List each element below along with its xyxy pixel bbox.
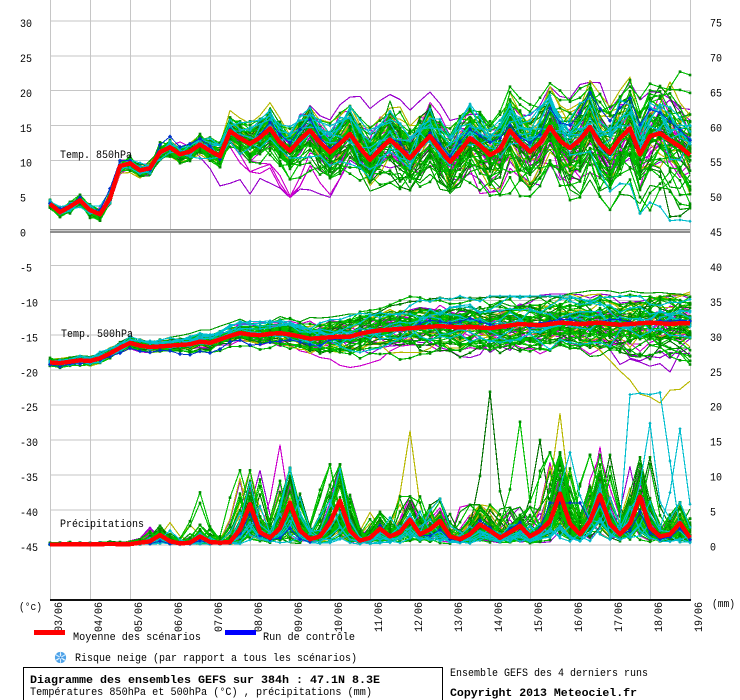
svg-text:Températures 850hPa et 500hPa: Températures 850hPa et 500hPa (°C) , pré… xyxy=(30,687,372,699)
svg-text:11/06: 11/06 xyxy=(374,602,386,632)
svg-text:14/06: 14/06 xyxy=(494,602,506,632)
svg-text:06/06: 06/06 xyxy=(174,602,186,632)
svg-text:Risque neige (par rapport a to: Risque neige (par rapport a tous les scé… xyxy=(75,653,357,665)
svg-text:0: 0 xyxy=(710,543,716,555)
svg-text:45: 45 xyxy=(710,228,722,240)
svg-text:60: 60 xyxy=(710,123,722,135)
svg-text:10: 10 xyxy=(20,159,32,171)
svg-text:20: 20 xyxy=(20,89,32,101)
svg-text:5: 5 xyxy=(710,508,716,520)
svg-text:-40: -40 xyxy=(20,508,38,520)
svg-text:50: 50 xyxy=(710,193,722,205)
svg-text:(mm): (mm) xyxy=(712,599,735,611)
svg-text:05/06: 05/06 xyxy=(134,602,146,632)
svg-text:0: 0 xyxy=(20,229,26,241)
svg-text:09/06: 09/06 xyxy=(294,602,306,632)
svg-text:Run de contrôle: Run de contrôle xyxy=(263,632,355,644)
svg-text:17/06: 17/06 xyxy=(614,602,626,632)
svg-text:55: 55 xyxy=(710,158,722,170)
svg-text:15/06: 15/06 xyxy=(534,602,546,632)
svg-text:75: 75 xyxy=(710,19,722,31)
svg-text:10: 10 xyxy=(710,473,722,485)
svg-text:03/06: 03/06 xyxy=(54,602,66,632)
svg-text:25: 25 xyxy=(20,54,32,66)
svg-text:-35: -35 xyxy=(20,473,38,485)
svg-text:25: 25 xyxy=(710,368,722,380)
svg-text:-30: -30 xyxy=(20,438,38,450)
svg-text:Ensemble GEFS des 4 derniers r: Ensemble GEFS des 4 derniers runs xyxy=(450,668,648,680)
svg-text:Copyright 2013 Meteociel.fr: Copyright 2013 Meteociel.fr xyxy=(450,688,637,700)
svg-text:Diagramme des ensembles GEFS s: Diagramme des ensembles GEFS sur 384h : … xyxy=(30,675,380,687)
svg-text:5: 5 xyxy=(20,194,26,206)
svg-text:15: 15 xyxy=(20,124,32,136)
svg-text:(°c): (°c) xyxy=(19,602,42,614)
svg-text:04/06: 04/06 xyxy=(94,602,106,632)
svg-text:10/06: 10/06 xyxy=(334,602,346,632)
svg-text:70: 70 xyxy=(710,53,722,65)
svg-text:35: 35 xyxy=(710,298,722,310)
svg-text:16/06: 16/06 xyxy=(574,602,586,632)
svg-text:-5: -5 xyxy=(20,264,32,276)
svg-text:-25: -25 xyxy=(20,403,38,415)
svg-text:-20: -20 xyxy=(20,368,38,380)
svg-text:07/06: 07/06 xyxy=(214,602,226,632)
svg-text:12/06: 12/06 xyxy=(414,602,426,632)
svg-text:15: 15 xyxy=(710,438,722,450)
svg-text:13/06: 13/06 xyxy=(454,602,466,632)
svg-text:65: 65 xyxy=(710,88,722,100)
svg-text:19/06: 19/06 xyxy=(694,602,706,632)
svg-text:08/06: 08/06 xyxy=(254,602,266,632)
svg-text:Précipitations: Précipitations xyxy=(60,519,144,531)
svg-text:40: 40 xyxy=(710,263,722,275)
svg-text:Temp. 850hPa: Temp. 850hPa xyxy=(60,150,132,162)
svg-text:30: 30 xyxy=(20,19,32,31)
svg-text:18/06: 18/06 xyxy=(654,602,666,632)
svg-text:Moyenne des scénarios: Moyenne des scénarios xyxy=(73,632,201,644)
svg-text:Temp. 500hPa: Temp. 500hPa xyxy=(61,329,133,341)
svg-text:20: 20 xyxy=(710,403,722,415)
svg-text:-45: -45 xyxy=(20,543,38,555)
svg-text:-10: -10 xyxy=(20,298,38,310)
svg-text:-15: -15 xyxy=(20,333,38,345)
svg-text:30: 30 xyxy=(710,333,722,345)
